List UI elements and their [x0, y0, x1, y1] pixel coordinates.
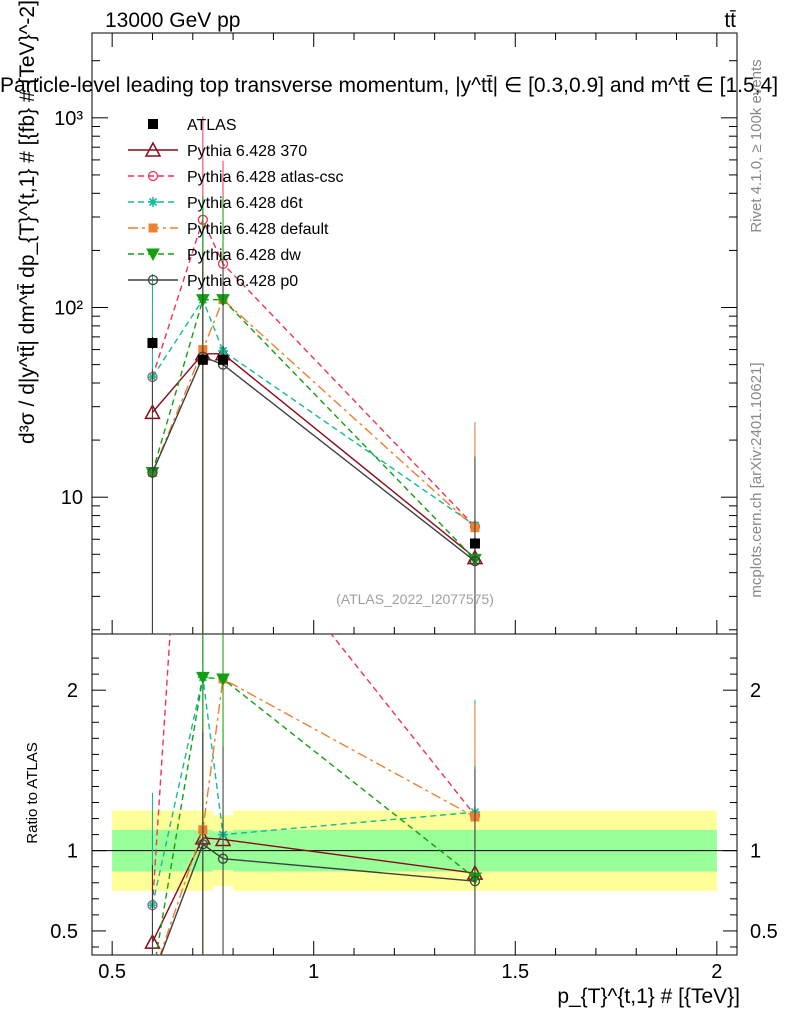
- legend-marker-3: [148, 223, 158, 233]
- legend-entry-2: Pythia 6.428 d6t: [128, 195, 303, 212]
- ratio-point-5: [148, 973, 157, 982]
- atlas-data-point: [197, 354, 208, 365]
- series-point-5: [147, 467, 158, 478]
- x-axis-title: p_{T}^{t,1} # [{TeV}]: [557, 985, 740, 1008]
- legend-marker-0: [144, 141, 162, 157]
- axis-ticks: [92, 33, 737, 955]
- legend-entry-3: Pythia 6.428 default: [128, 221, 329, 238]
- ratio-point-4: [196, 671, 210, 685]
- ratio-tick-label-right: 1: [750, 841, 761, 863]
- energy-label: 13000 GeV pp: [105, 9, 240, 32]
- ratio-point-4: [146, 972, 158, 983]
- legend-marker-4: [146, 248, 160, 262]
- ratio-tick-label-right: 0.5: [750, 921, 778, 943]
- ratio-line-0: [151, 837, 476, 943]
- legend-label-atlas: ATLAS: [187, 117, 237, 134]
- series-line-5: [151, 355, 476, 562]
- y-tick-label: 10: [61, 487, 83, 509]
- legend-marker-atlas: [148, 119, 158, 129]
- ratio-series-layer: [144, 634, 484, 983]
- legend-entry-4: Pythia 6.428 dw: [128, 247, 301, 264]
- ratio-axis-title: Ratio to ATLAS: [24, 742, 41, 843]
- ratio-line-2: [151, 677, 476, 906]
- process-label: tt̄: [724, 9, 736, 32]
- ratio-line-4: [155, 676, 476, 955]
- atlas-data-point: [469, 538, 480, 549]
- ratio-point-4: [216, 673, 230, 686]
- series-line-3: [151, 298, 476, 529]
- legend-label-0: Pythia 6.428 370: [187, 143, 307, 160]
- ratio-line-3: [159, 677, 476, 955]
- legend-entry-atlas: ATLAS: [148, 117, 237, 134]
- ratio-tick-label: 2: [67, 680, 78, 702]
- x-tick-label: 0.5: [98, 961, 126, 983]
- x-tick-label: 1.5: [501, 961, 529, 983]
- legend-label-5: Pythia 6.428 p0: [187, 273, 298, 290]
- ratio-tick-label: 0.5: [50, 921, 78, 943]
- ratio-uncertainty-bands: [92, 810, 737, 891]
- legend-marker-5: [147, 274, 159, 286]
- ratio-point-5: [197, 839, 209, 850]
- legend-entry-1: Pythia 6.428 atlas-csc: [128, 169, 344, 186]
- legend-label-2: Pythia 6.428 d6t: [187, 195, 303, 212]
- rivet-version-label: Rivet 4.1.0, ≥ 100k events: [748, 59, 765, 232]
- atlas-data-point: [147, 337, 158, 348]
- main-series-layer: [144, 116, 484, 634]
- series-line-4: [151, 298, 476, 560]
- y-axis-title: d³σ / d|y^tt̄| dm^tt̄ dp_{T}^{t,1} # [{f…: [16, 0, 39, 444]
- mcplots-label: mcplots.cern.ch [arXiv:2401.10621]: [748, 362, 765, 597]
- legend-label-3: Pythia 6.428 default: [187, 221, 329, 238]
- ratio-point-3: [148, 973, 157, 982]
- legend-marker-2: [148, 197, 158, 207]
- ratio-point-5: [217, 853, 229, 864]
- ratio-plot-frame: [91, 633, 738, 956]
- atlas-data-point: [218, 354, 229, 365]
- series-point-5: [469, 556, 481, 567]
- series-line-2: [151, 298, 476, 526]
- ratio-line-5: [160, 843, 476, 955]
- legend-entry-0: Pythia 6.428 370: [128, 141, 307, 160]
- ratio-tick-label: 1: [67, 841, 78, 863]
- x-tick-label: 2: [711, 961, 722, 983]
- ratio-line-1: [151, 634, 476, 906]
- series-line-1: [151, 217, 476, 528]
- analysis-id-label: (ATLAS_2022_I2077575): [336, 591, 494, 607]
- legend-entry-5: Pythia 6.428 p0: [128, 273, 298, 290]
- ratio-tick-label-right: 2: [750, 680, 761, 702]
- plot-title: Particle-level leading top transverse mo…: [0, 74, 778, 97]
- legend-marker-1: [147, 170, 159, 182]
- legend-label-1: Pythia 6.428 atlas-csc: [187, 169, 344, 186]
- ratio-point-5: [469, 876, 481, 887]
- tick-labels: 0.5 1 1.5 2 10 10² 10³ 0.5 0.5 1 1 2 2: [50, 108, 778, 983]
- legend-label-4: Pythia 6.428 dw: [187, 247, 301, 264]
- legend: ATLAS Pythia 6.428 370 Pythia 6.428 atlas-…: [128, 117, 344, 290]
- y-tick-label: 10³: [54, 108, 83, 130]
- y-tick-label: 10²: [54, 298, 83, 320]
- x-tick-label: 1: [308, 961, 319, 983]
- series-line-0: [151, 353, 476, 559]
